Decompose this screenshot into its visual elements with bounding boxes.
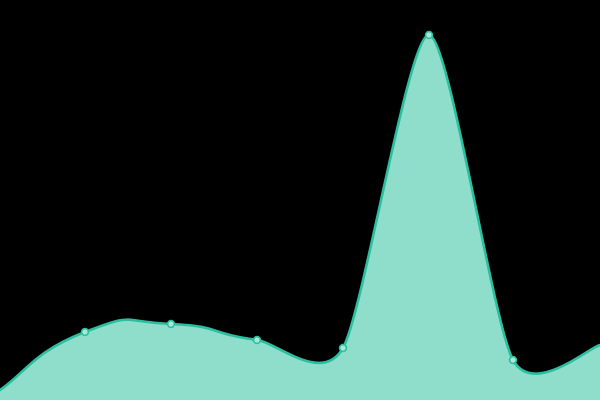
data-point-markers [80, 30, 518, 365]
data-point-marker [338, 343, 348, 353]
data-point-marker [508, 355, 518, 365]
data-point-marker [252, 335, 262, 345]
data-point-marker [166, 319, 176, 329]
data-point-marker [424, 30, 434, 40]
data-point-marker [80, 327, 90, 337]
area-fill-path [0, 34, 600, 400]
